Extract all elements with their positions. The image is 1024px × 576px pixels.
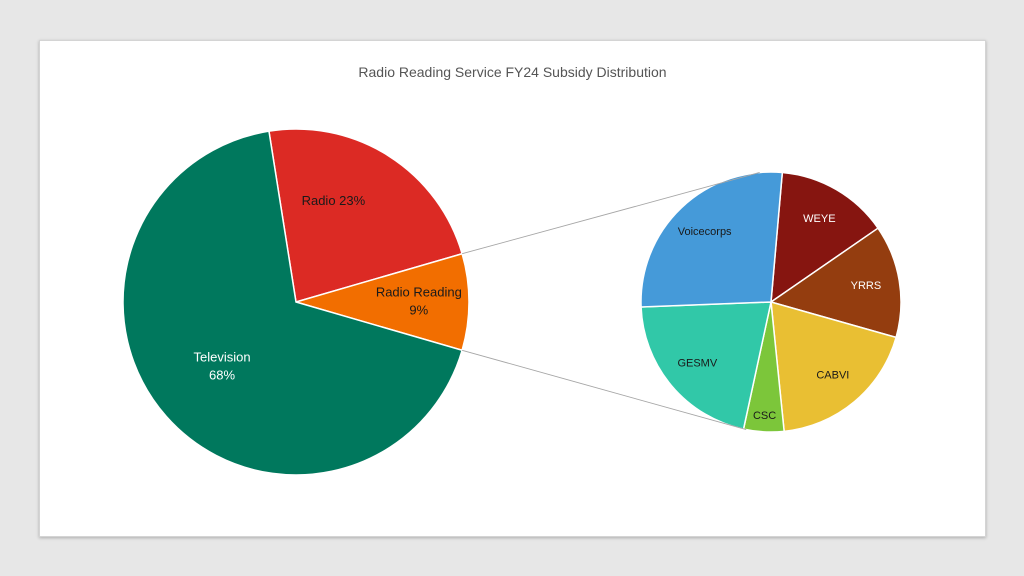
main-pie-label-radio-reading-line-1: Radio Reading <box>376 284 462 299</box>
main-pie-label-radio-23: Radio 23% <box>302 193 366 208</box>
secondary-pie-slice-cabvi <box>770 300 898 433</box>
main-pie-label-television-line-2: 68% <box>209 368 235 383</box>
secondary-pie-label-csc: CSC <box>753 410 776 422</box>
main-pie-slice-radio-23 <box>268 128 464 303</box>
main-pie-label-television-line-1: Television <box>193 350 250 365</box>
secondary-pie-label-gesmv: GESMV <box>677 358 717 370</box>
secondary-pie-label-weye: WEYE <box>803 213 835 225</box>
secondary-pie-label-cabvi: CABVI <box>816 370 849 382</box>
connector-line-top <box>462 172 760 255</box>
chart-title: Radio Reading Service FY24 Subsidy Distr… <box>358 64 667 80</box>
pie-of-pie-chart: Radio 23% Radio Reading 9% Television 68% WEY… <box>122 128 902 476</box>
main-pie-label-radio-reading-line-2: 9% <box>409 302 428 317</box>
secondary-pie-label-voicecorps: Voicecorps <box>678 226 732 238</box>
main-pie-slice-radio-reading <box>293 252 470 352</box>
secondary-pie-slice-weye <box>770 171 880 304</box>
connector-line-bottom <box>462 349 747 431</box>
secondary-pie-label-yrrs: YRRS <box>851 280 882 292</box>
secondary-pie-slice-voicecorps <box>640 171 784 308</box>
secondary-pie-slice-yrrs <box>769 227 902 339</box>
chart-slide: Radio Reading Service FY24 Subsidy Distr… <box>39 40 986 537</box>
main-pie-slice-television <box>122 130 464 476</box>
